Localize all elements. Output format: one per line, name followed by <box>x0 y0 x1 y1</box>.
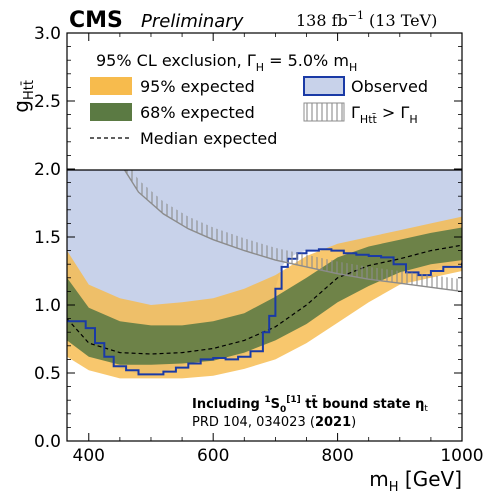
legend-swatch-95 <box>90 77 132 95</box>
legend-label-width: ΓHtt̄ > ΓH <box>351 103 418 126</box>
x-axis-label: mH [GeV] <box>369 467 462 495</box>
x-tick-label: 800 <box>321 446 353 466</box>
median-expected-line <box>67 244 462 355</box>
y-tick-label: 3.0 <box>34 24 61 44</box>
band-68-expected <box>67 227 462 365</box>
legend-title: 95% CL exclusion, ΓH = 5.0% mH <box>96 51 357 74</box>
y-tick-label: 1.0 <box>34 296 61 316</box>
cms-label: CMS <box>69 8 123 33</box>
legend-label-68: 68% expected <box>140 103 255 122</box>
y-axis-label: gHtt̄ <box>9 80 37 113</box>
y-tick-label: 0.5 <box>34 364 61 384</box>
legend-swatch-68 <box>90 103 132 121</box>
legend-label-95: 95% expected <box>140 77 255 96</box>
legend-swatch-width <box>303 102 345 122</box>
preliminary-label: Preliminary <box>141 11 244 32</box>
axis-ticks: 0.0 0.5 1.0 1.5 2.0 2.5 3.0 400 600 800 1000 <box>34 24 484 466</box>
x-tick-label: 1000 <box>440 446 483 466</box>
legend-backdrop <box>67 33 462 170</box>
y-tick-label: 2.5 <box>34 92 61 112</box>
lumi-label: 138 fb−1 (13 TeV) <box>296 9 437 30</box>
x-tick-label: 400 <box>73 446 105 466</box>
legend-swatch-observed <box>303 76 345 96</box>
x-tick-label: 600 <box>197 446 229 466</box>
observed-line <box>67 248 462 376</box>
legend-label-observed: Observed <box>351 77 428 96</box>
y-tick-label: 2.0 <box>34 160 61 180</box>
annotation-reference: PRD 104, 034023 (2021) <box>192 415 356 430</box>
annotation-bound-state: Including 1S0[1] tt̄ bound state ηt <box>192 395 428 415</box>
legend-label-median: Median expected <box>140 129 277 148</box>
y-tick-label: 0.0 <box>34 432 61 452</box>
y-tick-label: 1.5 <box>34 228 61 248</box>
